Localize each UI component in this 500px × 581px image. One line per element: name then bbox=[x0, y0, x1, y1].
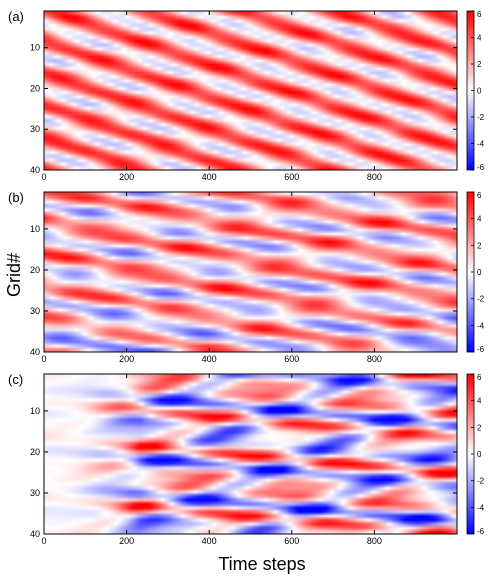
panel-label: (a) bbox=[8, 9, 24, 24]
colorbar-tick-label: 6 bbox=[477, 191, 482, 200]
x-tick-label: 800 bbox=[367, 172, 382, 182]
x-tick-label: 0 bbox=[41, 354, 46, 364]
colorbar-tick-label: 0 bbox=[477, 268, 482, 277]
colorbar-tick-label: 4 bbox=[477, 34, 482, 43]
y-tick-label: 20 bbox=[30, 83, 40, 93]
plot-frame bbox=[43, 10, 458, 171]
heatmap-image bbox=[44, 11, 457, 170]
y-tick-label: 30 bbox=[30, 124, 40, 134]
colorbar-tick-label: -4 bbox=[477, 140, 485, 149]
colorbar-tick-label: 4 bbox=[477, 215, 482, 224]
colorbar-tick-label: 6 bbox=[477, 373, 482, 382]
plot-frame bbox=[43, 191, 458, 353]
y-axis-label: Grid# bbox=[4, 253, 24, 297]
x-tick-label: 200 bbox=[119, 354, 134, 364]
x-tick-label: 0 bbox=[41, 172, 46, 182]
x-tick-label: 800 bbox=[367, 536, 382, 546]
heatmap-image bbox=[44, 374, 457, 534]
colorbar-tick-label: -6 bbox=[477, 163, 485, 172]
y-tick-label: 40 bbox=[30, 529, 40, 539]
x-tick-label: 600 bbox=[284, 172, 299, 182]
colorbar-tick-label: 0 bbox=[477, 87, 482, 96]
x-tick-label: 400 bbox=[202, 172, 217, 182]
colorbar-tick-label: -2 bbox=[477, 295, 485, 304]
x-tick-label: 600 bbox=[284, 536, 299, 546]
y-tick-label: 10 bbox=[30, 43, 40, 53]
panel-label: (c) bbox=[8, 372, 23, 387]
y-tick-label: 10 bbox=[30, 406, 40, 416]
colorbar-tick-label: 4 bbox=[477, 397, 482, 406]
y-tick-label: 10 bbox=[30, 224, 40, 234]
x-axis-label: Time steps bbox=[218, 554, 305, 574]
x-tick-label: 400 bbox=[202, 536, 217, 546]
y-tick-label: 40 bbox=[30, 165, 40, 175]
colorbar-tick-label: -2 bbox=[477, 477, 485, 486]
colorbar-tick-label: 2 bbox=[477, 241, 482, 250]
x-tick-label: 800 bbox=[367, 354, 382, 364]
panel-label: (b) bbox=[8, 190, 24, 205]
colorbar-tick-label: -6 bbox=[477, 527, 485, 536]
x-tick-label: 200 bbox=[119, 172, 134, 182]
y-tick-label: 30 bbox=[30, 306, 40, 316]
colorbar-tick-label: 2 bbox=[477, 423, 482, 432]
colorbar-tick-label: 2 bbox=[477, 60, 482, 69]
colorbar-tick-label: -4 bbox=[477, 503, 485, 512]
y-tick-label: 30 bbox=[30, 488, 40, 498]
x-tick-label: 400 bbox=[202, 354, 217, 364]
plot-frame bbox=[43, 373, 458, 535]
x-tick-label: 0 bbox=[41, 536, 46, 546]
colorbar-tick-label: 6 bbox=[477, 10, 482, 19]
colorbar-tick-label: -4 bbox=[477, 321, 485, 330]
x-tick-label: 200 bbox=[119, 536, 134, 546]
colorbar-tick-label: 0 bbox=[477, 450, 482, 459]
colorbar-tick-label: -6 bbox=[477, 345, 485, 354]
heatmap-image bbox=[44, 192, 457, 352]
y-tick-label: 20 bbox=[30, 265, 40, 275]
y-tick-label: 40 bbox=[30, 347, 40, 357]
y-tick-label: 20 bbox=[30, 447, 40, 457]
x-tick-label: 600 bbox=[284, 354, 299, 364]
colorbar-tick-label: -2 bbox=[477, 113, 485, 122]
